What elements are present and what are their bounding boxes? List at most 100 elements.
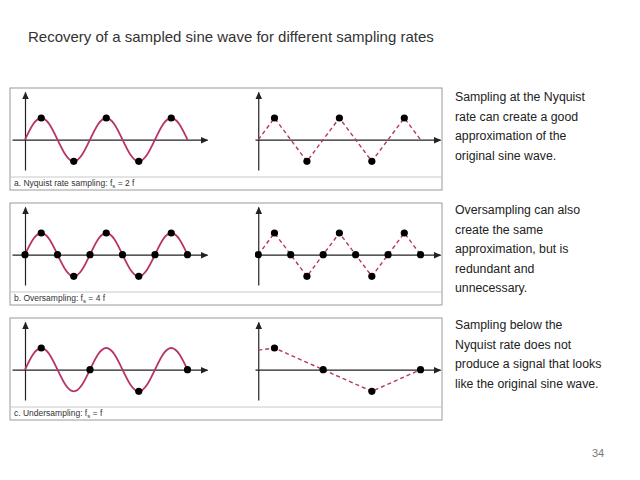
sample-point bbox=[135, 158, 142, 165]
sample-point bbox=[103, 114, 110, 121]
sine-line bbox=[25, 118, 188, 161]
annotation-line: produce a signal that looks bbox=[455, 357, 601, 371]
y-axis bbox=[258, 93, 259, 171]
sample-point bbox=[54, 251, 61, 258]
y-axis-line bbox=[258, 208, 259, 286]
sample-point bbox=[271, 229, 278, 236]
plot-area bbox=[21, 229, 191, 280]
sample-point bbox=[21, 251, 28, 258]
x-axis-line bbox=[256, 370, 441, 371]
panel-caption: c. Undersampling: fs = f bbox=[14, 408, 103, 419]
x-axis bbox=[256, 255, 441, 256]
reconstruction-line bbox=[258, 118, 420, 161]
y-axis bbox=[25, 208, 26, 286]
sample-point bbox=[103, 229, 110, 236]
sample-point bbox=[255, 251, 262, 258]
sample-point bbox=[271, 344, 278, 351]
sample-point bbox=[417, 366, 424, 373]
sample-point bbox=[184, 366, 191, 373]
x-axis-line bbox=[256, 140, 441, 141]
sample-point bbox=[135, 388, 142, 395]
sample-point bbox=[86, 366, 93, 373]
x-axis bbox=[256, 370, 441, 371]
chart bbox=[255, 208, 441, 286]
plot-area bbox=[258, 114, 420, 165]
annotation-line: like the original sine wave. bbox=[455, 377, 599, 391]
sample-point bbox=[38, 344, 45, 351]
chart bbox=[13, 208, 208, 286]
x-axis bbox=[13, 140, 208, 141]
reconstruction-line bbox=[258, 233, 420, 276]
y-axis-line bbox=[25, 93, 26, 171]
annotation-line: approximation of the bbox=[455, 129, 567, 143]
reconstruction-line bbox=[258, 348, 420, 391]
y-axis-line bbox=[25, 208, 26, 286]
sample-point bbox=[401, 229, 408, 236]
y-axis bbox=[258, 323, 259, 401]
x-axis-line bbox=[13, 255, 208, 256]
sample-point bbox=[271, 114, 278, 121]
x-axis-line bbox=[13, 140, 208, 141]
sample-point bbox=[368, 158, 375, 165]
sample-point bbox=[38, 114, 45, 121]
annotation-line: redundant and bbox=[455, 262, 534, 276]
sine-line bbox=[25, 233, 188, 276]
panel-frame bbox=[10, 88, 442, 190]
chart bbox=[13, 93, 208, 171]
annotation-line: Nyquist rate does not bbox=[455, 338, 572, 352]
y-axis-line bbox=[258, 93, 259, 171]
x-axis-line bbox=[13, 370, 208, 371]
panel-caption: b. Oversampling: fs = 4 f bbox=[14, 293, 106, 304]
title: Recovery of a sampled sine wave for diff… bbox=[28, 28, 434, 45]
annotation-line: Sampling below the bbox=[455, 318, 562, 332]
y-axis-line bbox=[25, 323, 26, 401]
sample-point bbox=[184, 251, 191, 258]
sample-point bbox=[384, 251, 391, 258]
x-axis bbox=[13, 255, 208, 256]
sample-point bbox=[303, 158, 310, 165]
page-number: 34 bbox=[592, 447, 604, 459]
sample-point bbox=[303, 273, 310, 280]
sample-point bbox=[287, 251, 294, 258]
annotation-line: rate can create a good bbox=[455, 110, 578, 124]
panel-caption: a. Nyquist rate sampling: fs = 2 f bbox=[14, 178, 135, 189]
chart bbox=[256, 93, 441, 171]
sample-point bbox=[417, 251, 424, 258]
sample-point bbox=[401, 114, 408, 121]
plot-area bbox=[258, 344, 424, 395]
y-axis bbox=[25, 93, 26, 171]
x-axis bbox=[256, 140, 441, 141]
y-axis bbox=[25, 323, 26, 401]
sine-line bbox=[25, 348, 188, 391]
sample-point bbox=[119, 251, 126, 258]
sample-point bbox=[86, 251, 93, 258]
y-axis bbox=[258, 208, 259, 286]
annotation-line: original sine wave. bbox=[455, 149, 556, 163]
x-axis-line bbox=[256, 255, 441, 256]
sample-point bbox=[352, 251, 359, 258]
y-axis-line bbox=[258, 323, 259, 401]
plot-area bbox=[25, 344, 191, 395]
chart bbox=[256, 323, 441, 401]
sample-point bbox=[368, 388, 375, 395]
plot-area bbox=[255, 229, 424, 280]
sample-point bbox=[168, 229, 175, 236]
annotation-line: approximation, but is bbox=[455, 242, 568, 256]
sample-point bbox=[336, 114, 343, 121]
sample-point bbox=[70, 158, 77, 165]
annotation-line: create the same bbox=[455, 223, 543, 237]
annotation-line: Sampling at the Nyquist bbox=[455, 90, 585, 104]
annotation-line: Oversampling can also bbox=[455, 203, 580, 217]
background bbox=[0, 0, 640, 480]
sample-point bbox=[320, 366, 327, 373]
panel-frame bbox=[10, 203, 442, 305]
sample-point bbox=[135, 273, 142, 280]
sample-point bbox=[151, 251, 158, 258]
sample-point bbox=[168, 114, 175, 121]
slide: Recovery of a sampled sine wave for diff… bbox=[0, 0, 640, 480]
sample-point bbox=[38, 229, 45, 236]
sample-point bbox=[320, 251, 327, 258]
chart bbox=[13, 323, 208, 401]
sample-point bbox=[368, 273, 375, 280]
annotation-line: unnecessary. bbox=[455, 281, 527, 295]
